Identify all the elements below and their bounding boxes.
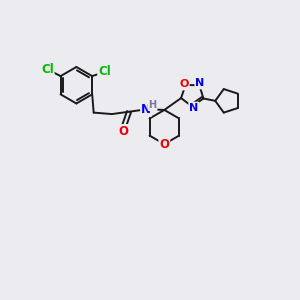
Text: Cl: Cl bbox=[98, 65, 111, 78]
Text: N: N bbox=[141, 103, 151, 116]
Text: O: O bbox=[119, 125, 129, 138]
Text: Cl: Cl bbox=[41, 63, 54, 76]
Text: O: O bbox=[179, 80, 189, 89]
Text: N: N bbox=[189, 103, 199, 112]
Text: O: O bbox=[159, 138, 169, 151]
Text: H: H bbox=[148, 100, 157, 110]
Text: N: N bbox=[195, 79, 205, 88]
